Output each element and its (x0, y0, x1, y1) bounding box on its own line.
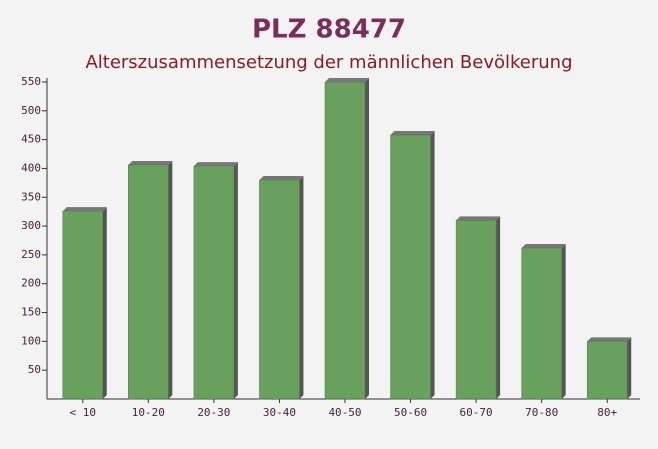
bar (193, 165, 235, 400)
y-tick-label: 450 (21, 133, 41, 146)
chart-subtitle: Alterszusammensetzung der männlichen Bev… (85, 52, 572, 73)
chart-title: PLZ 88477 (252, 15, 406, 45)
y-tick-label: 50 (28, 363, 41, 376)
bar-top (456, 216, 501, 221)
x-tick-label: 70-80 (525, 406, 558, 419)
y-tick-label: 400 (21, 161, 41, 174)
bar-side (365, 78, 369, 399)
x-tick-label: 80+ (597, 406, 617, 419)
y-tick-label: 150 (21, 306, 41, 319)
bar (62, 210, 104, 400)
bar (521, 247, 562, 400)
bar-top (62, 207, 107, 212)
bar (390, 134, 431, 400)
bar-side (430, 131, 435, 399)
x-tick-label: 50-60 (394, 406, 427, 419)
bar-top (521, 243, 566, 248)
bar-side (627, 337, 632, 399)
x-tick-label: 40-50 (328, 406, 361, 419)
x-tick-label: 20-30 (197, 406, 230, 419)
bar (455, 220, 497, 400)
y-tick-label: 250 (21, 248, 41, 261)
bar-side (299, 175, 304, 399)
bar-top (390, 131, 435, 136)
x-tick-label: 10-20 (132, 406, 165, 419)
y-tick-label: 500 (21, 104, 41, 117)
x-tick-label: < 10 (70, 406, 97, 419)
y-tick-label: 300 (21, 219, 41, 232)
bar-side (102, 207, 107, 399)
bar-top (128, 160, 173, 165)
y-tick-label: 350 (21, 190, 41, 203)
bar-top (325, 78, 369, 82)
bar (324, 81, 366, 400)
bar (128, 164, 169, 400)
y-tick-label: 100 (21, 334, 41, 347)
bar-side (168, 160, 173, 399)
x-tick-label: 60-70 (460, 406, 493, 419)
bar-side (233, 162, 238, 399)
bar-top (193, 162, 238, 167)
y-tick-label: 200 (21, 277, 41, 290)
y-tick-label: 550 (21, 75, 41, 88)
bar-side (496, 216, 501, 399)
bar (259, 179, 300, 400)
bar-side (561, 243, 566, 399)
x-tick-label: 30-40 (263, 406, 296, 419)
bar-top (259, 175, 304, 180)
bar (586, 341, 628, 400)
bar-top (587, 337, 632, 342)
